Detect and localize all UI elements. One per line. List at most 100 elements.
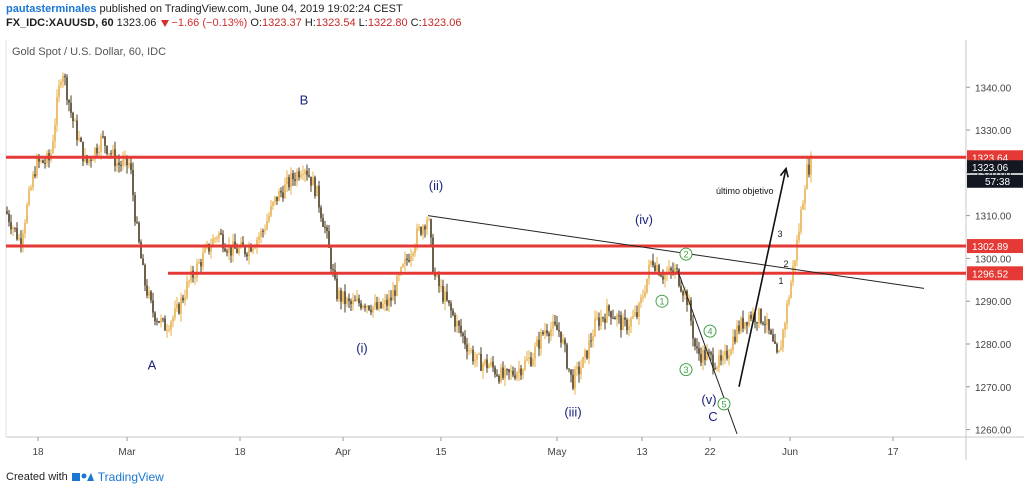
symbol-label: FX_IDC:XAUUSD, 60 <box>6 17 114 29</box>
x-tick-label: 17 <box>887 447 899 458</box>
candle-up <box>440 285 442 287</box>
candle-down <box>564 339 566 345</box>
candle-up <box>800 209 802 232</box>
candle-down <box>624 317 626 320</box>
candle-down <box>386 299 388 306</box>
candle-up <box>706 351 708 361</box>
candle-up <box>392 290 394 301</box>
candle-down <box>360 303 362 309</box>
candle-up <box>668 268 670 273</box>
subwave-label: 1 <box>778 276 783 286</box>
candle-up <box>256 239 258 247</box>
candle-down <box>120 165 122 167</box>
candle-up <box>356 298 358 301</box>
candle-down <box>72 112 74 122</box>
candle-up <box>456 321 458 327</box>
candle-down <box>720 355 722 361</box>
candle-down <box>14 227 16 229</box>
candle-up <box>418 227 420 229</box>
candle-up <box>278 191 280 201</box>
candle-down <box>658 265 660 276</box>
candle-down <box>494 367 496 375</box>
candle-up <box>60 81 62 86</box>
candle-up <box>488 365 490 369</box>
candle-down <box>558 330 560 332</box>
candle-up <box>26 204 28 223</box>
candle-down <box>134 195 136 222</box>
candle-down <box>458 321 460 326</box>
x-tick-label: 18 <box>32 447 44 458</box>
candle-up <box>528 357 530 359</box>
candle-down <box>636 312 638 317</box>
candle-down <box>408 259 410 262</box>
candle-down <box>652 260 654 266</box>
candle-down <box>774 341 776 344</box>
candle-up <box>702 349 704 363</box>
candle-down <box>292 173 294 180</box>
candle-down <box>454 314 456 327</box>
candle-up <box>522 369 524 376</box>
wave-circle <box>717 397 731 411</box>
candle-down <box>496 374 498 376</box>
candle-up <box>780 347 782 351</box>
last-price: 1323.06 <box>116 17 157 29</box>
candle-up <box>186 281 188 298</box>
candle-down <box>44 163 46 165</box>
candle-down <box>96 147 98 154</box>
candle-down <box>450 303 452 311</box>
wave-label: (v) <box>701 392 716 407</box>
candle-up <box>482 363 484 371</box>
candle-down <box>604 318 606 323</box>
candle-up <box>476 354 478 360</box>
candle-up <box>592 336 594 342</box>
candle-down <box>406 258 408 260</box>
tradingview-brand[interactable]: TradingView <box>97 470 164 484</box>
candle-down <box>610 311 612 318</box>
candle-down <box>682 291 684 296</box>
candle-down <box>340 290 342 302</box>
candle-down <box>64 75 66 78</box>
candle-up <box>398 274 400 276</box>
high-value: 1323.54 <box>315 17 356 29</box>
candle-down <box>34 174 36 177</box>
candle-down <box>768 319 770 331</box>
candle-down <box>306 170 308 176</box>
candle-down <box>430 219 432 238</box>
chart-title: Gold Spot / U.S. Dollar, 60, IDC <box>12 46 166 58</box>
x-tick-label: Mar <box>118 447 136 458</box>
candle-up <box>414 246 416 254</box>
x-tick-label: May <box>548 447 567 458</box>
candle-down <box>324 226 326 228</box>
candle-down <box>298 171 300 178</box>
candle-down <box>376 302 378 310</box>
candle-up <box>214 238 216 240</box>
candle-up <box>628 326 630 331</box>
candle-down <box>110 153 112 155</box>
author-link[interactable]: pautasterminales <box>6 3 97 15</box>
candle-down <box>452 310 454 315</box>
candle-down <box>390 297 392 301</box>
candle-up <box>248 246 250 257</box>
candle-down <box>448 300 450 304</box>
candle-down <box>512 370 514 376</box>
trendline <box>427 215 925 289</box>
price-change: −1.66 (−0.13%) <box>171 17 248 29</box>
candle-down <box>140 242 142 259</box>
candle-up <box>650 260 652 265</box>
candle-up <box>646 278 648 293</box>
candle-up <box>632 315 634 319</box>
candle-up <box>648 264 650 279</box>
candle-up <box>274 196 276 202</box>
candle-down <box>154 312 156 322</box>
candle-up <box>170 322 172 330</box>
candle-up <box>74 120 76 122</box>
candle-up <box>180 297 182 314</box>
tradingview-logo-icon <box>71 473 94 481</box>
candle-down <box>142 258 144 265</box>
candle-up <box>552 321 554 329</box>
candle-up <box>88 159 90 163</box>
candle-up <box>272 201 274 206</box>
candle-down <box>370 309 372 313</box>
wave-circle <box>703 324 717 338</box>
